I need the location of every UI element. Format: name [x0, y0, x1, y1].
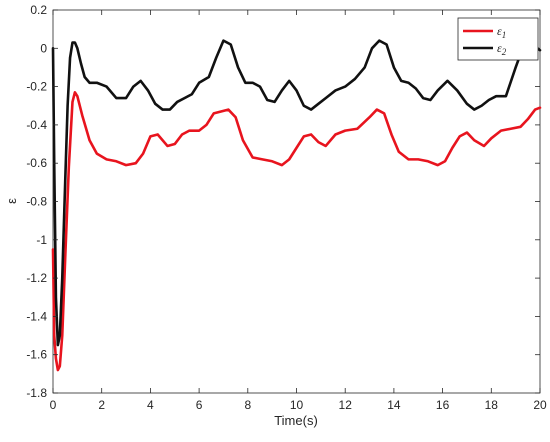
x-tick-label: 2: [98, 398, 105, 412]
x-tick-label: 16: [436, 398, 450, 412]
y-tick-label: -1.4: [26, 309, 47, 323]
y-tick-label: 0.2: [30, 3, 47, 17]
x-tick-label: 4: [147, 398, 154, 412]
y-tick-label: -1.6: [26, 348, 47, 362]
x-tick-label: 6: [196, 398, 203, 412]
legend-label-eps2: ε2: [497, 41, 507, 57]
x-tick-label: 14: [387, 398, 401, 412]
plot-area: [52, 9, 541, 394]
y-tick-label: -1.2: [26, 271, 47, 285]
y-tick-label: -1: [36, 233, 47, 247]
y-tick-label: -0.8: [26, 195, 47, 209]
x-tick-label: 10: [290, 398, 304, 412]
y-axis-label: ε: [4, 198, 19, 204]
y-tick-label: -1.8: [26, 386, 47, 400]
x-tick-label: 12: [339, 398, 353, 412]
legend-box: [457, 17, 539, 61]
tick-layer: 0 2 4 6 8 10 12 14 16 18 20 -1.8 -1.6 -1.4 -1.2 -1 -0.8 -…: [26, 3, 547, 412]
x-tick-label: 20: [533, 398, 547, 412]
y-tick-label: 0: [40, 41, 47, 55]
x-tick-label: 0: [50, 398, 57, 412]
x-axis-label: Time(s): [274, 413, 318, 428]
legend-label-eps1: ε1: [497, 24, 506, 40]
y-tick-label: -0.6: [26, 156, 47, 170]
series-line-eps2: [51, 39, 542, 347]
series-line-eps1: [51, 91, 542, 372]
x-tick-label: 8: [244, 398, 251, 412]
y-tick-label: -0.2: [26, 80, 47, 94]
x-tick-label: 18: [485, 398, 499, 412]
y-tick-label: -0.4: [26, 118, 47, 132]
legend: ε1 ε2: [457, 17, 539, 61]
series-layer: [51, 39, 542, 372]
